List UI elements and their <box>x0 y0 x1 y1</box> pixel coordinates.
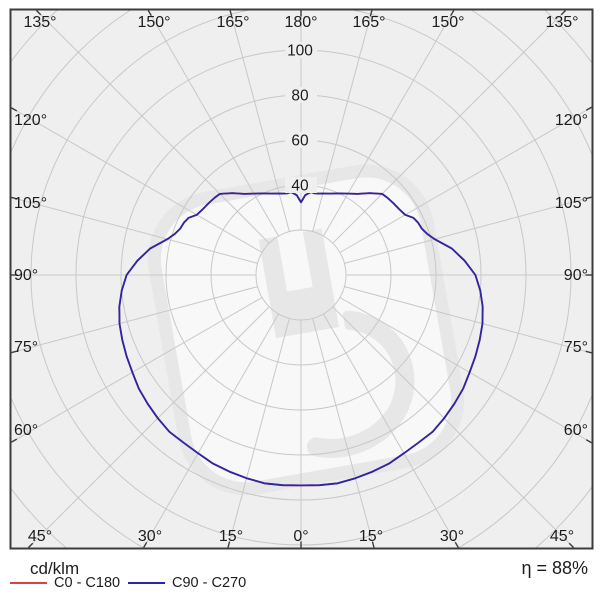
radial-label-mask <box>285 132 317 148</box>
angle-label-top: 165° <box>216 14 249 31</box>
watermark-logo <box>147 164 465 496</box>
frame-tick <box>585 196 592 200</box>
grid-spoke <box>339 297 592 444</box>
grid-spoke <box>323 313 459 548</box>
intensity-curve-c90-c270 <box>118 191 484 487</box>
radial-tick-labels: 40 60 80 100 <box>285 42 317 195</box>
frame-tick <box>11 196 18 200</box>
grid-spoke <box>339 106 592 253</box>
frame-ticks <box>11 10 592 548</box>
radial-tick-label: 80 <box>291 88 309 105</box>
angle-label-top: 150° <box>137 14 170 31</box>
angle-label-right: 60° <box>564 422 588 439</box>
grid-spoke <box>36 10 270 244</box>
radial-label-mask <box>285 87 317 103</box>
grid-spoke <box>312 10 373 232</box>
watermark-plug <box>251 221 346 346</box>
angle-label-right: 75° <box>564 339 588 356</box>
angle-label-right: 105° <box>555 195 588 212</box>
radial-tick-label: 100 <box>287 43 313 60</box>
angle-label-right: 90° <box>564 267 588 284</box>
angle-label-right: 120° <box>555 112 588 129</box>
frame-tick <box>371 541 375 548</box>
frame-tick <box>28 542 34 548</box>
frame-tick <box>585 350 592 354</box>
grid-spoke <box>227 318 290 548</box>
legend-line-blue <box>128 582 165 584</box>
frame-tick <box>227 541 231 548</box>
legend-line-red <box>10 582 47 584</box>
frame-tick <box>585 106 592 111</box>
frame-tick <box>585 439 592 444</box>
frame-tick <box>11 107 18 112</box>
grid-spoke <box>312 318 375 548</box>
legend-item-c0-c180: C0 - C180 <box>10 575 120 591</box>
radial-tick-label: 60 <box>291 133 309 150</box>
angle-label-top: 135° <box>23 14 56 31</box>
grid-spoke <box>11 286 258 354</box>
angle-label-left: 105° <box>14 195 47 212</box>
angle-label-top: 135° <box>545 14 578 31</box>
angle-label-bottom: 45° <box>550 528 574 545</box>
frame-tick <box>147 10 152 17</box>
frame-tick <box>143 541 148 548</box>
grid-spoke <box>143 313 279 548</box>
frame-tick <box>11 438 18 443</box>
angle-label-left: 60° <box>14 422 38 439</box>
radial-label-mask <box>285 42 317 58</box>
angle-label-top: 180° <box>284 14 317 31</box>
legend-label-c0-c180: C0 - C180 <box>54 575 121 591</box>
grid-spoke <box>332 10 566 244</box>
frame-tick <box>36 10 42 16</box>
angle-labels: 135° 150° 165° 180° 165° 150° 135° 45° 30° 15° 0° 1… <box>14 14 588 545</box>
plot-frame <box>9 8 594 550</box>
angle-label-bottom: 30° <box>440 528 464 545</box>
angle-label-bottom: 45° <box>28 528 52 545</box>
angle-label-left: 120° <box>14 112 47 129</box>
angle-label-bottom: 0° <box>293 528 308 545</box>
grid-spoke <box>229 10 290 232</box>
frame-tick <box>369 10 373 17</box>
grid-spoke <box>344 286 592 354</box>
grid-spoke <box>11 196 258 264</box>
grid-spoke <box>344 196 592 264</box>
frame-tick <box>229 10 233 17</box>
radial-label-mask <box>285 177 317 193</box>
frame-tick <box>11 350 18 354</box>
grid-spoke <box>11 107 263 253</box>
grid-spoke <box>323 10 455 237</box>
grid-spoke <box>147 10 279 237</box>
angle-label-left: 90° <box>14 267 38 284</box>
legend-item-c90-c270: C90 - C270 <box>128 575 246 591</box>
angle-label-left: 75° <box>14 339 38 356</box>
frame-tick <box>454 541 459 548</box>
angle-label-bottom: 30° <box>138 528 162 545</box>
angle-label-top: 150° <box>431 14 464 31</box>
angle-label-bottom: 15° <box>359 528 383 545</box>
angle-label-top: 165° <box>352 14 385 31</box>
angle-label-bottom: 15° <box>219 528 243 545</box>
frame-tick <box>560 10 566 16</box>
frame-tick <box>568 542 574 548</box>
efficiency-value: η = 88% <box>521 558 588 578</box>
radial-tick-label: 40 <box>291 178 309 195</box>
grid-spoke <box>28 306 270 548</box>
units-label: cd/klm <box>30 559 80 578</box>
legend-label-c90-c270: C90 - C270 <box>172 575 247 591</box>
grid-spoke <box>11 297 263 443</box>
frame-tick <box>450 10 455 17</box>
grid-spoke <box>332 306 574 548</box>
